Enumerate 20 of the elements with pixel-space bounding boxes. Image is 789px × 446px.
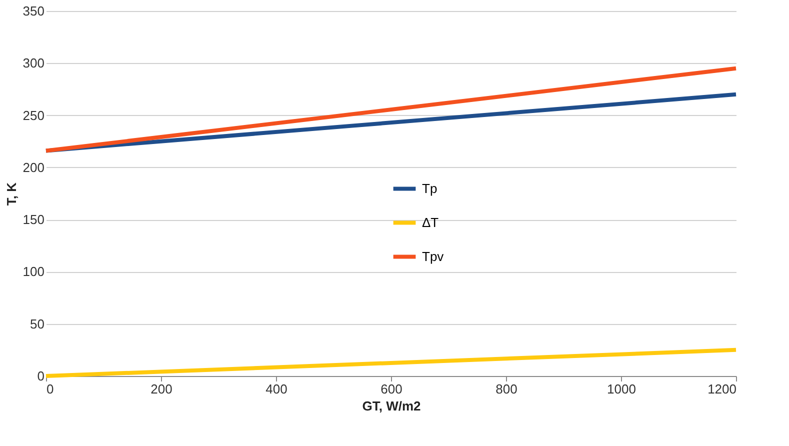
- y-tick-label: 200: [22, 160, 44, 175]
- x-tick-label: 0: [46, 382, 54, 396]
- y-tick-label: 150: [22, 212, 44, 228]
- y-tick-label: 0: [37, 368, 44, 384]
- x-tick-label: 400: [266, 382, 288, 396]
- y-tick-label: 50: [30, 316, 44, 332]
- legend-label: ΔT: [422, 214, 439, 230]
- x-tick-label: 1000: [607, 382, 636, 396]
- y-tick-label: 250: [22, 108, 44, 123]
- y-axis-title: T, K: [4, 182, 19, 206]
- x-tick-label: 800: [496, 382, 518, 396]
- x-tick-label: 600: [380, 382, 402, 396]
- x-tick-label: 1200: [708, 382, 736, 396]
- x-tick-label: 200: [150, 382, 172, 396]
- y-tick-label: 300: [22, 56, 44, 71]
- legend-label: Tpv: [422, 248, 444, 264]
- legend-label: Tp: [422, 180, 438, 196]
- y-tick-label: 350: [22, 4, 44, 18]
- x-axis-title: GT, W/m2: [362, 398, 421, 414]
- y-tick-label: 100: [22, 264, 44, 280]
